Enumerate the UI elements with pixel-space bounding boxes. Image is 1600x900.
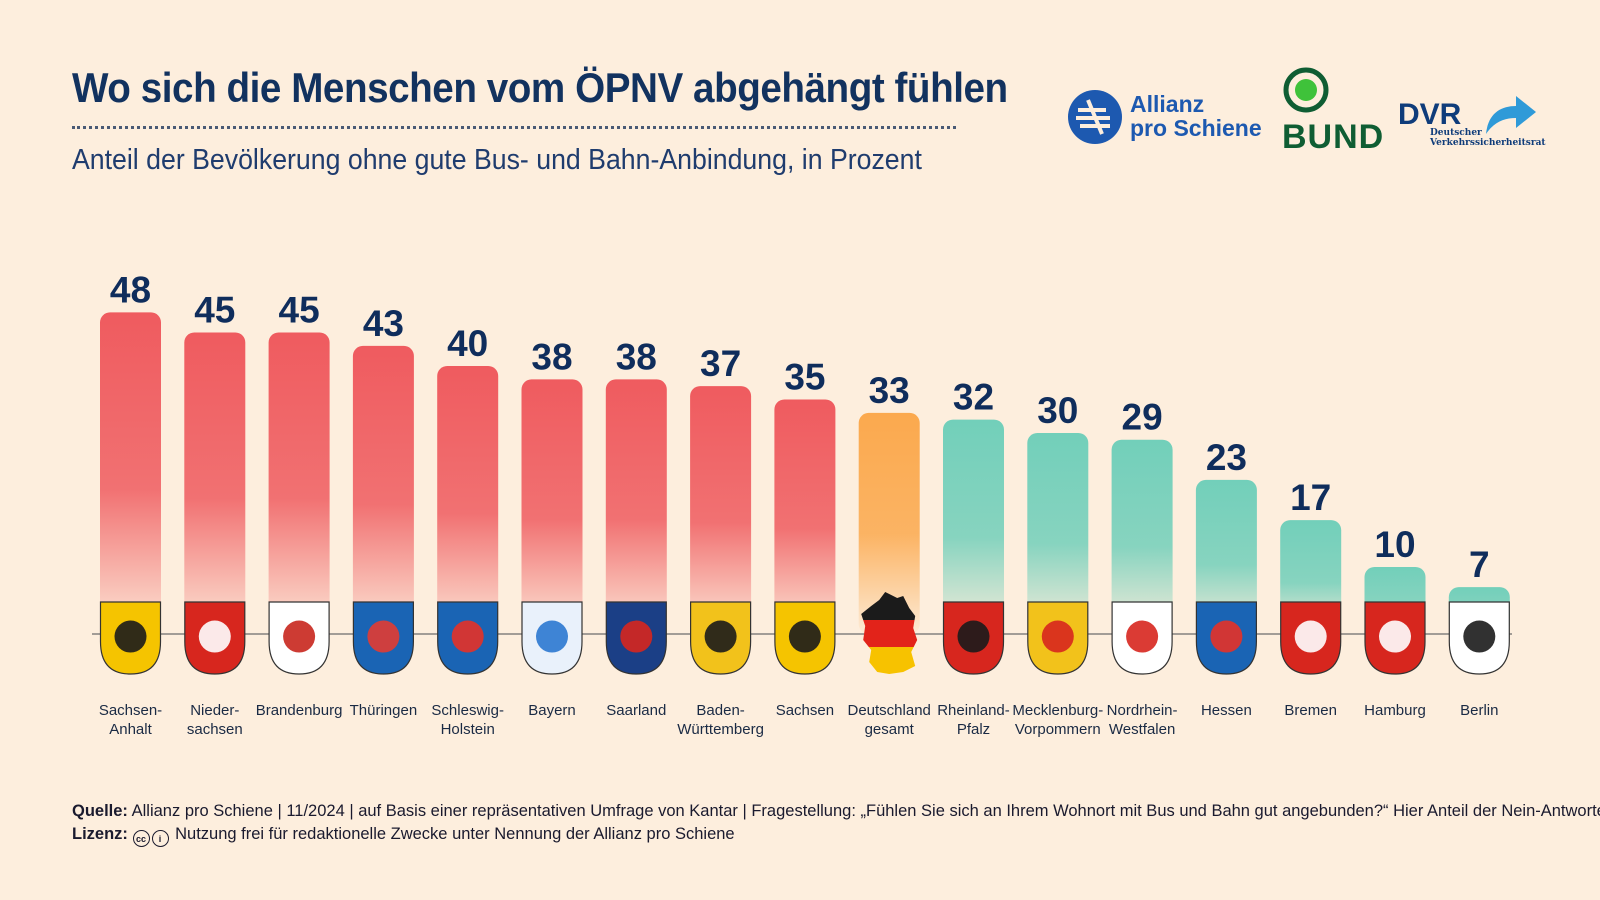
value-label: 32 xyxy=(953,377,994,418)
partner-logos: Allianz pro Schiene BUND DVR Deutscher V… xyxy=(1060,62,1546,162)
bar xyxy=(943,419,1004,634)
category-label: Hamburg xyxy=(1364,702,1426,719)
value-label: 7 xyxy=(1469,544,1490,585)
bar xyxy=(352,345,414,634)
bar xyxy=(690,386,752,634)
category-label: Mecklenburg- xyxy=(1012,702,1103,719)
bar xyxy=(268,332,330,634)
bar xyxy=(858,412,920,634)
coat-of-arms-thueringen-icon xyxy=(352,601,414,675)
bar xyxy=(1111,439,1173,634)
coat-of-arms-mecklenburg-vorpommern-icon xyxy=(1027,601,1089,675)
bar xyxy=(437,366,499,634)
attribution-icon: i xyxy=(151,830,169,847)
category-label: Hessen xyxy=(1201,702,1252,719)
category-label: sachsen xyxy=(187,721,243,738)
allianz-pro-schiene-logo-icon xyxy=(1068,90,1122,144)
bar xyxy=(774,399,836,634)
creative-commons-icon: cc xyxy=(132,830,150,847)
category-label: Bayern xyxy=(528,702,576,719)
category-label: Holstein xyxy=(441,721,495,738)
bar xyxy=(100,312,161,634)
coat-of-arms-baden-wuerttemberg-icon xyxy=(690,601,752,675)
title-divider xyxy=(72,126,956,129)
category-label: Schleswig- xyxy=(431,702,504,719)
footer: Quelle: Allianz pro Schiene | 11/2024 | … xyxy=(72,800,1600,847)
value-label: 30 xyxy=(1037,390,1078,431)
category-label: Sachsen- xyxy=(99,702,162,719)
category-label: Westfalen xyxy=(1109,721,1175,738)
category-label: Anhalt xyxy=(109,721,152,738)
coat-of-arms-rheinland-pfalz-icon xyxy=(942,601,1005,675)
coat-of-arms-schleswig-holstein-icon xyxy=(437,601,499,675)
value-label: 29 xyxy=(1122,397,1163,438)
category-label: Nordrhein- xyxy=(1107,702,1178,719)
allianz-pro-schiene-wordmark: Allianz pro Schiene xyxy=(1130,91,1262,141)
value-label: 38 xyxy=(616,336,657,377)
bar xyxy=(521,379,583,634)
coat-of-arms-bremen-icon xyxy=(1280,601,1342,675)
license-line: Lizenz: cc i Nutzung frei für redaktionel… xyxy=(72,823,1600,847)
bar xyxy=(1195,479,1257,634)
category-label: Brandenburg xyxy=(256,702,343,719)
category-label: Saarland xyxy=(606,702,666,719)
dvr-wordmark: DVR xyxy=(1398,98,1462,131)
value-label: 37 xyxy=(700,343,741,384)
value-label: 38 xyxy=(531,336,572,377)
category-label: Sachsen xyxy=(776,702,834,719)
category-label: Pfalz xyxy=(957,721,990,738)
category-label: Vorpommern xyxy=(1015,721,1101,738)
category-label: gesamt xyxy=(865,721,915,738)
coat-of-arms-nordrhein-westfalen-icon xyxy=(1111,601,1173,675)
category-label: Berlin xyxy=(1460,702,1498,719)
coat-of-arms-berlin-icon xyxy=(1448,601,1510,675)
category-label: Rheinland- xyxy=(937,702,1010,719)
value-label: 40 xyxy=(447,323,488,364)
value-label: 10 xyxy=(1374,524,1415,565)
bar xyxy=(184,332,246,634)
value-label: 17 xyxy=(1290,477,1331,518)
category-label: Bremen xyxy=(1284,702,1337,719)
dvr-subtitle: Deutscher Verkehrssicherheitsrat xyxy=(1430,128,1546,148)
bund-wordmark: BUND xyxy=(1282,118,1385,156)
chart-subtitle: Anteil der Bevölkerung ohne gute Bus- un… xyxy=(72,144,922,176)
source-line: Quelle: Allianz pro Schiene | 11/2024 | … xyxy=(72,802,1600,820)
coat-of-arms-bayern-icon xyxy=(521,601,583,675)
bar-chart: 48 Sachsen- Anhalt 45 Nieder-sachsen 45 Brande… xyxy=(92,269,1512,738)
chart-title: Wo sich die Menschen vom ÖPNV abgehängt … xyxy=(72,64,1008,111)
dvr-arrow-icon xyxy=(1486,96,1536,134)
coat-of-arms-niedersachsen-icon xyxy=(184,601,246,675)
coat-of-arms-sachsen-anhalt-icon xyxy=(99,601,162,675)
bund-logo-icon xyxy=(1283,67,1329,113)
category-label: Württemberg xyxy=(677,721,764,738)
coat-of-arms-brandenburg-icon xyxy=(268,601,330,675)
coat-of-arms-sachsen-icon xyxy=(774,601,836,675)
value-label: 45 xyxy=(279,290,320,331)
category-label: Deutschland xyxy=(848,702,931,719)
value-label: 43 xyxy=(363,303,404,344)
coat-of-arms-saarland-icon xyxy=(605,601,667,675)
category-label: Nieder- xyxy=(190,702,239,719)
value-label: 23 xyxy=(1206,437,1247,478)
coat-of-arms-hessen-icon xyxy=(1195,601,1257,675)
value-label: 35 xyxy=(784,357,825,398)
value-label: 45 xyxy=(194,290,235,331)
value-label: 33 xyxy=(869,370,910,411)
value-label: 48 xyxy=(110,269,151,310)
category-label: Thüringen xyxy=(350,702,418,719)
bar xyxy=(1027,433,1089,634)
bar xyxy=(605,379,667,634)
category-label: Baden- xyxy=(696,702,744,719)
coat-of-arms-hamburg-icon xyxy=(1364,601,1426,675)
